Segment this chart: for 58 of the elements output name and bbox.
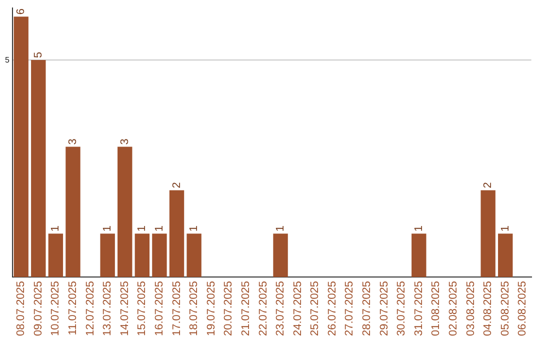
x-tick-label: 10.07.2025	[50, 280, 62, 336]
bar	[152, 234, 167, 277]
bar	[31, 60, 46, 277]
x-tick-label: 26.07.2025	[326, 280, 338, 336]
bar	[273, 234, 288, 277]
x-tick-label: 12.07.2025	[84, 280, 96, 336]
bar	[498, 234, 513, 277]
x-tick-label: 15.07.2025	[136, 280, 148, 336]
data-label: 1	[153, 225, 166, 232]
x-tick-label: 08.07.2025	[15, 280, 28, 336]
data-label: 1	[102, 225, 114, 232]
x-tick-label: 27.07.2025	[344, 280, 356, 336]
x-tick-label: 06.08.2025	[516, 280, 529, 336]
x-tick-label: 20.07.2025	[222, 280, 235, 336]
data-label: 5	[32, 52, 44, 58]
x-tick-label: 14.07.2025	[118, 280, 131, 336]
data-label: 3	[118, 138, 131, 145]
data-label: 1	[499, 225, 512, 232]
x-tick-label: 22.07.2025	[257, 280, 270, 336]
x-tick-label: 30.07.2025	[396, 280, 408, 336]
bar	[66, 146, 80, 277]
data-label: 1	[412, 225, 425, 232]
x-tick-label: 02.08.2025	[448, 280, 460, 336]
x-tick-label: 17.07.2025	[170, 280, 183, 336]
bar	[186, 234, 202, 277]
bar	[169, 190, 184, 277]
data-label: 1	[188, 225, 200, 232]
x-tick-label: 16.07.2025	[153, 280, 166, 336]
bar	[14, 16, 28, 277]
bar	[48, 234, 64, 277]
x-tick-label: 11.07.2025	[67, 280, 80, 336]
x-tick-label: 24.07.2025	[292, 280, 304, 336]
x-tick-label: 19.07.2025	[205, 280, 218, 336]
data-label: 1	[136, 225, 148, 232]
data-label: 1	[274, 225, 287, 232]
bar	[134, 234, 150, 277]
x-tick-label: 31.07.2025	[412, 280, 425, 336]
bar	[100, 234, 115, 277]
data-label: 2	[170, 182, 183, 188]
x-tick-label: 03.08.2025	[464, 280, 477, 336]
x-tick-label: 09.07.2025	[32, 280, 44, 336]
bar	[480, 190, 496, 277]
x-tick-label: 23.07.2025	[274, 280, 287, 336]
x-tick-label: 05.08.2025	[499, 280, 512, 336]
x-tick-label: 25.07.2025	[309, 280, 322, 336]
x-tick-label: 01.08.2025	[430, 280, 442, 336]
data-label: 6	[15, 8, 28, 15]
data-label: 1	[50, 225, 62, 232]
data-label: 2	[482, 182, 494, 188]
x-tick-label: 21.07.2025	[240, 280, 252, 336]
data-label: 3	[67, 138, 80, 145]
x-tick-label: 04.08.2025	[482, 280, 494, 336]
bar	[118, 146, 132, 277]
x-tick-label: 29.07.2025	[378, 280, 390, 336]
x-tick-label: 28.07.2025	[361, 280, 374, 336]
bar	[412, 234, 426, 277]
x-tick-label: 13.07.2025	[102, 280, 114, 336]
x-tick-label: 18.07.2025	[188, 280, 200, 336]
